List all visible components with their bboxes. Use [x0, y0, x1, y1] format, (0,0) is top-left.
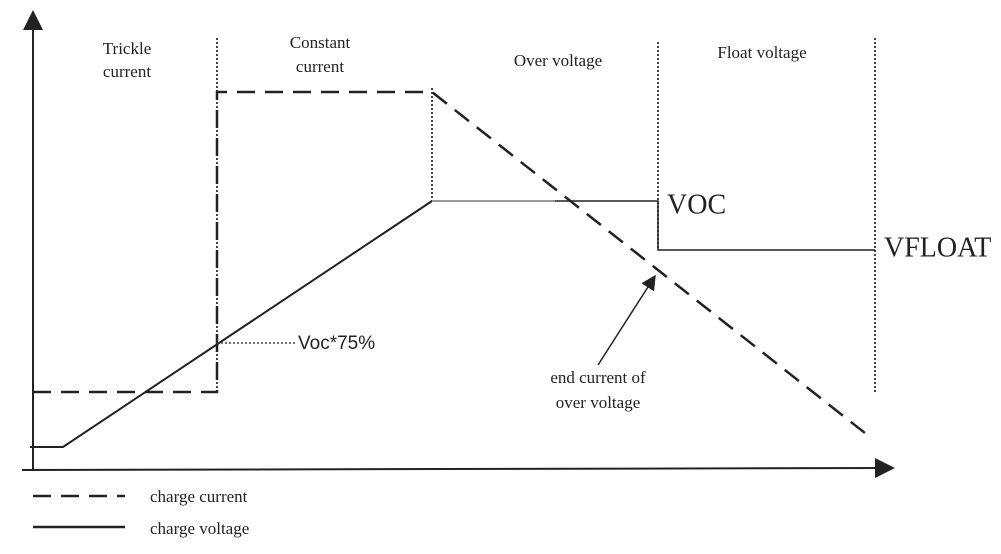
vfloat-label: VFLOAT [884, 232, 991, 263]
legend-label: charge current [150, 487, 248, 506]
phase-label: Over voltage [514, 51, 602, 70]
voltage-curve [30, 200, 433, 448]
annotation-arrow [597, 274, 656, 366]
phase-label: current [296, 57, 344, 76]
phase-label: Trickle [103, 39, 152, 58]
current-curve [33, 90, 871, 438]
phase-label: current [103, 62, 151, 81]
annotation: over voltage [556, 393, 641, 412]
annotation: end current of [550, 368, 646, 387]
voc-label: VOC [667, 189, 726, 220]
x-axis [21, 458, 895, 479]
voltage-curve [555, 200, 875, 251]
phase-label: Float voltage [717, 43, 806, 62]
voc75-label: Voc*75% [298, 333, 375, 354]
phase-label: Constant [290, 33, 351, 52]
legend-label: charge voltage [150, 519, 249, 538]
